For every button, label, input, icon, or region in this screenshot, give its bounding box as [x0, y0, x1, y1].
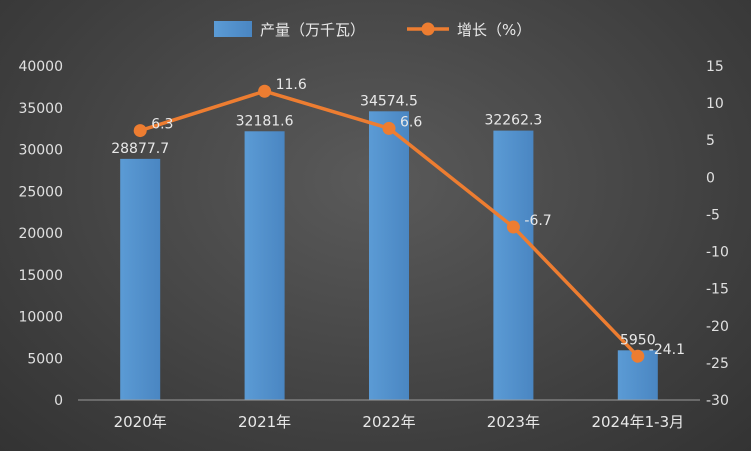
bar: [493, 130, 534, 400]
legend-bar-swatch: [214, 21, 252, 37]
bar-value-label: 28877.7: [111, 141, 169, 157]
y-right-tick-label: -15: [706, 282, 729, 298]
y-right-tick-label: -10: [706, 245, 729, 261]
y-left-tick-label: 10000: [18, 310, 63, 326]
y-axis-right: -30 -25 -20 -15 -10 -5 0 5 10 15: [706, 59, 729, 409]
x-tick-label: 2021年: [238, 413, 291, 431]
line-marker: [258, 84, 272, 98]
line-value-label: 11.6: [276, 77, 307, 93]
bar: [369, 111, 409, 401]
line-marker: [382, 121, 396, 135]
legend-line-label: 增长（%）: [457, 21, 531, 39]
x-tick-label: 2020年: [114, 413, 167, 431]
y-right-tick-label: -25: [706, 356, 729, 372]
legend-bar-label: 产量（万千瓦）: [260, 21, 365, 39]
y-right-tick-label: 5: [706, 133, 715, 149]
bar-value-label: 32262.3: [484, 113, 542, 129]
x-axis: 2020年 2021年 2022年 2023年 2024年1-3月: [114, 413, 685, 431]
y-axis-left: 0 5000 10000 15000 20000 25000 30000 35000 40000: [18, 59, 63, 409]
y-left-tick-label: 25000: [18, 184, 63, 200]
y-left-tick-label: 5000: [27, 351, 63, 367]
x-tick-label: 2024年1-3月: [591, 413, 684, 431]
bar: [244, 131, 285, 401]
line-series: [133, 84, 645, 363]
x-tick-label: 2023年: [487, 413, 540, 431]
line-marker: [631, 349, 645, 363]
y-right-tick-label: 10: [706, 96, 724, 112]
line-value-label: -24.1: [649, 342, 685, 358]
legend: 产量（万千瓦） 增长（%）: [214, 21, 531, 39]
y-left-tick-label: 20000: [18, 226, 63, 242]
y-right-tick-label: 15: [706, 59, 724, 75]
line-marker: [133, 124, 147, 138]
bar-value-label: 32181.6: [236, 113, 294, 129]
y-left-tick-label: 0: [54, 393, 63, 409]
y-left-tick-label: 15000: [18, 268, 63, 284]
bar-series: [120, 111, 658, 401]
y-left-tick-label: 35000: [18, 101, 63, 117]
bar-value-label: 5950: [620, 332, 656, 348]
legend-line-marker: [421, 22, 435, 36]
line-value-label: 6.3: [151, 117, 173, 133]
y-left-tick-label: 40000: [18, 59, 63, 75]
line-value-label: 6.6: [400, 114, 422, 130]
y-left-tick-label: 30000: [18, 143, 63, 159]
y-right-tick-label: -30: [706, 393, 729, 409]
y-right-tick-label: -5: [706, 207, 720, 223]
line-marker: [506, 220, 520, 234]
y-right-tick-label: 0: [706, 170, 715, 186]
bar-value-label: 34574.5: [360, 93, 418, 109]
x-tick-label: 2022年: [362, 413, 415, 431]
line-value-label: -6.7: [524, 213, 551, 229]
y-right-tick-label: -20: [706, 319, 729, 335]
bar: [120, 158, 161, 400]
data-labels: 28877.7 32181.6 34574.5 32262.3 5950 6.3 11.6 6…: [111, 77, 685, 358]
